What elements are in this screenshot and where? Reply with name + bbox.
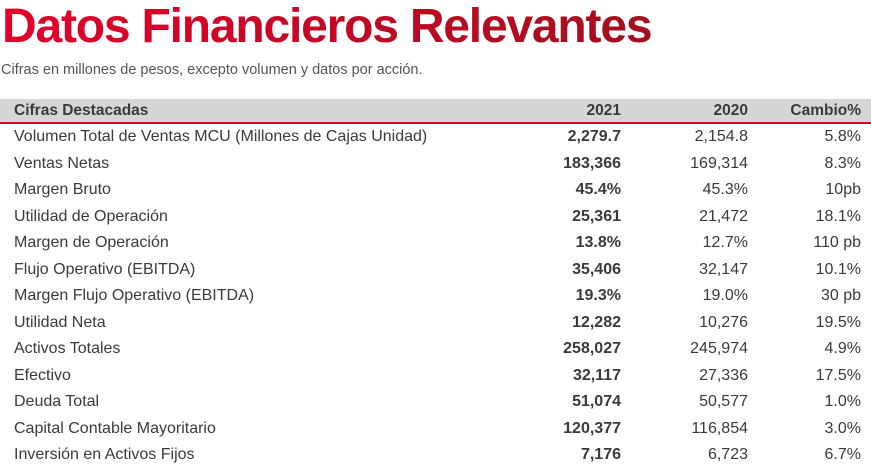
table-row: Margen Flujo Operativo (EBITDA) 19.3% 19.0…: [0, 283, 871, 310]
table-row: Utilidad de Operación 25,361 21,472 18.1%: [0, 204, 871, 231]
row-value-2020: 6,723: [707, 446, 748, 464]
row-value-2020: 21,472: [699, 207, 748, 225]
table-header: Cifras Destacadas 2021 2020 Cambio%: [0, 99, 871, 124]
row-change: 3.0%: [824, 419, 861, 437]
table-row: Margen Bruto 45.4% 45.3% 10pb: [0, 177, 871, 204]
header-2020: 2020: [713, 101, 748, 119]
row-value-2021: 45.4%: [575, 181, 621, 199]
table-row: Capital Contable Mayoritario 120,377 116,8…: [0, 416, 871, 443]
table-row: Flujo Operativo (EBITDA) 35,406 32,147 10.1…: [0, 257, 871, 284]
row-label: Ventas Netas: [14, 154, 110, 172]
row-change: 110 pb: [813, 234, 861, 252]
row-change: 10.1%: [815, 260, 861, 278]
row-value-2021: 2,279.7: [567, 128, 621, 146]
row-label: Efectivo: [14, 366, 71, 384]
row-change: 1.0%: [824, 393, 861, 411]
row-value-2020: 116,854: [691, 419, 748, 437]
table-row: Efectivo 32,117 27,336 17.5%: [0, 363, 871, 390]
row-label: Capital Contable Mayoritario: [14, 419, 216, 437]
row-label: Margen Flujo Operativo (EBITDA): [14, 287, 255, 305]
row-change: 18.1%: [815, 207, 861, 225]
row-value-2021: 25,361: [572, 207, 621, 225]
row-label: Deuda Total: [14, 393, 100, 411]
row-label: Utilidad Neta: [14, 313, 106, 331]
row-change: 6.7%: [824, 446, 861, 464]
row-value-2020: 245,974: [690, 340, 748, 358]
row-value-2020: 50,577: [699, 393, 748, 411]
row-value-2021: 120,377: [563, 419, 621, 437]
row-change: 4.9%: [824, 340, 861, 358]
row-change: 8.3%: [824, 154, 861, 172]
row-value-2021: 258,027: [563, 340, 621, 358]
header-label: Cifras Destacadas: [14, 101, 149, 119]
table-row: Volumen Total de Ventas MCU (Millones de…: [0, 124, 871, 151]
row-label: Margen Bruto: [14, 181, 111, 199]
table-row: Utilidad Neta 12,282 10,276 19.5%: [0, 310, 871, 337]
row-value-2021: 51,074: [572, 393, 621, 411]
row-value-2021: 183,366: [563, 154, 621, 172]
table-row: Deuda Total 51,074 50,577 1.0%: [0, 389, 871, 416]
row-value-2021: 13.8%: [575, 234, 621, 252]
header-2021: 2021: [586, 101, 621, 119]
table-row: Activos Totales 258,027 245,974 4.9%: [0, 336, 871, 363]
row-change: 19.5%: [815, 313, 861, 331]
table-row: Margen de Operación 13.8% 12.7% 110 pb: [0, 230, 871, 257]
row-value-2021: 19.3%: [575, 287, 621, 305]
row-value-2020: 19.0%: [702, 287, 748, 305]
row-value-2021: 35,406: [572, 260, 621, 278]
row-value-2020: 45.3%: [702, 181, 748, 199]
financial-table: Cifras Destacadas 2021 2020 Cambio% Volu…: [0, 99, 871, 469]
row-value-2020: 32,147: [699, 260, 748, 278]
row-value-2020: 10,276: [699, 313, 748, 331]
row-change: 17.5%: [815, 366, 861, 384]
row-label: Volumen Total de Ventas MCU (Millones de…: [14, 128, 428, 146]
row-label: Flujo Operativo (EBITDA): [14, 260, 196, 278]
row-change: 10pb: [825, 181, 861, 199]
page-title: Datos Financieros Relevantes: [2, 0, 653, 53]
row-label: Margen de Operación: [14, 234, 169, 252]
table-body: Volumen Total de Ventas MCU (Millones de…: [0, 124, 871, 469]
row-value-2020: 2,154.8: [694, 128, 748, 146]
table-row: Inversión en Activos Fijos 7,176 6,723 6.7%: [0, 442, 871, 469]
row-value-2020: 12.7%: [702, 234, 748, 252]
table-row: Ventas Netas 183,366 169,314 8.3%: [0, 151, 871, 178]
row-label: Inversión en Activos Fijos: [14, 446, 195, 464]
row-label: Activos Totales: [14, 340, 121, 358]
row-label: Utilidad de Operación: [14, 207, 168, 225]
row-value-2020: 27,336: [699, 366, 748, 384]
page-subtitle: Cifras en millones de pesos, excepto vol…: [1, 62, 423, 78]
row-value-2021: 7,176: [580, 446, 621, 464]
row-change: 30 pb: [820, 287, 861, 305]
row-change: 5.8%: [824, 128, 861, 146]
row-value-2020: 169,314: [690, 154, 748, 172]
header-change: Cambio%: [790, 101, 861, 119]
row-value-2021: 12,282: [572, 313, 621, 331]
row-value-2021: 32,117: [572, 366, 621, 384]
